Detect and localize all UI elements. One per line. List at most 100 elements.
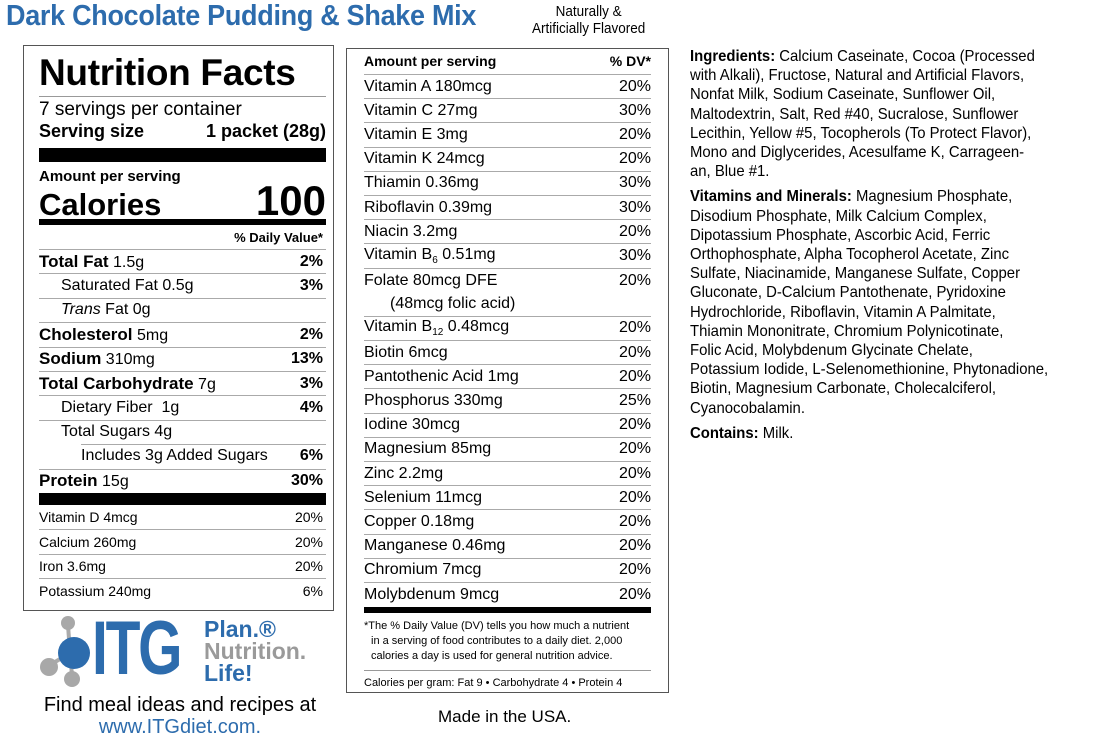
supplement-name-text: Molybdenum 9mcg <box>364 585 500 603</box>
supplement-dv: 20% <box>618 343 651 361</box>
serving-size-row: Serving size 1 packet (28g) <box>39 121 326 142</box>
nutrient-dv: 3% <box>299 277 323 295</box>
supplement-dv: 20% <box>618 440 651 458</box>
nutrient-dv: 3% <box>299 374 323 392</box>
supplement-name-text: Folate 80mcg DFE <box>364 271 498 289</box>
nutrient-amount: 4g <box>154 423 173 441</box>
logo-tagline: Plan.® Nutrition. Life! <box>204 616 306 686</box>
nutrient-row: Dietary Fiber 1g 4% <box>39 395 326 419</box>
supplement-dv: 25% <box>618 392 651 410</box>
text-line: with Alkali), Fructose, Natural and Arti… <box>690 66 1048 85</box>
nutrient-row: Total Fat 1.5g 2% <box>39 249 326 273</box>
text-line: Thiamin Mononitrate, Chromium Polynicoti… <box>690 322 1048 341</box>
text-line: an, Blue #1. <box>690 162 1048 181</box>
nutrient-amount: 7g <box>198 375 216 393</box>
supplement-name: Thiamin 0.36mg <box>364 174 479 192</box>
vitamin-name: Vitamin D 4mcg <box>39 509 138 526</box>
supplement-name-text: Selenium 11mcg <box>364 488 482 506</box>
text-line: Folic Acid, Molybdenum Glycinate Chelate… <box>690 341 1048 360</box>
nutrient-list: Total Fat 1.5g 2% Saturated Fat 0.5g 3% Tran… <box>39 249 326 493</box>
nutrient-name: Total Fat <box>39 251 109 271</box>
calories-label: Calories <box>39 187 162 222</box>
vitamin-dv: 6% <box>302 582 323 599</box>
vitamin-dv: 20% <box>294 509 323 526</box>
nutrient-dv: 4% <box>299 399 323 417</box>
supplement-name-text: Copper 0.18mg <box>364 512 475 530</box>
supplement-header: Amount per serving % DV* <box>364 49 651 74</box>
nutrient-label: Total Carbohydrate 7g <box>39 374 216 394</box>
nutrient-name: Sodium <box>39 349 102 369</box>
nutrient-label: Total Fat 1.5g <box>39 252 144 272</box>
text-line: Biotin, Magnesium Carbonate, Cholecalcif… <box>690 379 1048 398</box>
supplement-name-text: Niacin 3.2mg <box>364 222 458 240</box>
supplement-name: Vitamin A 180mcg <box>364 78 492 96</box>
text-line: Dipotassium Phosphate, Ascorbic Acid, Fe… <box>690 226 1048 245</box>
vitamin-row: Iron 3.6mg 20% <box>39 553 326 578</box>
supplement-panel: Amount per serving % DV* Vitamin A 180mc… <box>346 48 669 693</box>
supplement-dv: 20% <box>618 512 651 530</box>
vitamins-minerals-text: Biotin, Magnesium Carbonate, Cholecalcif… <box>690 380 997 398</box>
supplement-dv: 30% <box>618 246 651 264</box>
made-in-usa: Made in the USA. <box>438 707 572 726</box>
text-line: Hydrochloride, Riboflavin, Vitamin A Pal… <box>690 303 1048 322</box>
supplement-row: Vitamin B6 0.51mg 30% <box>364 243 651 267</box>
nutrient-amount: 1g <box>157 399 180 417</box>
nutrient-label: Trans Fat 0g <box>39 301 151 319</box>
nutrient-name: Total Carbohydrate <box>39 373 194 393</box>
supplement-name: Pantothenic Acid 1mg <box>364 368 519 386</box>
supplement-name-text: Magnesium 85mg <box>364 440 492 458</box>
amount-per-serving: Amount per serving <box>39 168 181 185</box>
supplement-dv: 20% <box>618 125 651 143</box>
supplement-row: Vitamin K 24mcg 20% <box>364 146 651 171</box>
text-line: Potassium Iodide, L-Selenomethionine, Ph… <box>690 360 1048 379</box>
molecule-icon <box>40 616 90 687</box>
supplement-name-text: Zinc 2.2mg <box>364 464 444 482</box>
vitamins-minerals-text: Dipotassium Phosphate, Ascorbic Acid, Fe… <box>690 226 991 244</box>
supplement-name: Vitamin B12 0.48mcg <box>364 318 509 338</box>
nutrient-row: Sodium 310mg 13% <box>39 346 326 371</box>
nutrition-facts-panel: Nutrition Facts 7 servings per container… <box>23 45 334 611</box>
nutrient-dv: 2% <box>299 252 323 270</box>
text-line: Lecithin, Yellow #5, Tocopherols (To Pro… <box>690 124 1048 143</box>
thick-divider <box>364 607 651 614</box>
ingredients-block: Ingredients: Calcium Caseinate, Cocoa (P… <box>690 47 1048 449</box>
ingredients-label: Ingredients: <box>690 48 776 65</box>
nutrient-amount: Fat 0g <box>105 301 151 319</box>
supplement-name-text: Pantothenic Acid 1mg <box>364 367 519 385</box>
supplement-row: Pantothenic Acid 1mg 20% <box>364 364 651 388</box>
nutrient-row: Saturated Fat 0.5g 3% <box>39 273 326 297</box>
vitamin-name: Iron 3.6mg <box>39 558 106 575</box>
nutrient-dv: 13% <box>290 350 323 368</box>
logo-brand: ITG <box>92 606 182 691</box>
supplement-name: Chromium 7mcg <box>364 561 481 579</box>
tagline-life: Life! <box>204 660 253 686</box>
vitamin-row: Vitamin D 4mcg 20% <box>39 505 326 529</box>
nutrient-row: Total Sugars 4g <box>39 419 326 444</box>
supplement-dv: 20% <box>618 367 651 385</box>
supplement-amount: 0.48mcg <box>443 318 510 336</box>
daily-value-header: % Daily Value* <box>234 230 323 245</box>
product-title: Dark Chocolate Pudding & Shake Mix <box>6 0 477 32</box>
calories-value: 100 <box>255 177 326 224</box>
ingredients-text: Nonfat Milk, Sodium Caseinate, Sunflower… <box>690 86 996 104</box>
supplement-name-text: Iodine 30mcg <box>364 416 461 434</box>
text-line: Maltodextrin, Salt, Red #40, Sucralose, … <box>690 105 1048 124</box>
ingredients-text: Lecithin, Yellow #5, Tocopherols (To Pro… <box>690 124 1032 142</box>
supplement-name-text: Vitamin B <box>364 318 433 336</box>
nutrient-name: Dietary Fiber <box>61 399 153 417</box>
website-link[interactable]: www.ITGdiet.com. <box>98 716 262 738</box>
text-line: Nonfat Milk, Sodium Caseinate, Sunflower… <box>690 85 1048 104</box>
supplement-dv: 20% <box>618 271 651 289</box>
tagline-plan: Plan.® <box>204 616 276 642</box>
supplement-name: Molybdenum 9mcg <box>364 586 499 604</box>
supplement-name-text: Vitamin K 24mcg <box>364 150 485 168</box>
nutrient-dv: 30% <box>290 472 323 490</box>
supplement-name: Magnesium 85mg <box>364 440 491 458</box>
ingredients-paragraph: Ingredients: Calcium Caseinate, Cocoa (P… <box>690 47 1048 181</box>
vitamin-list: Vitamin D 4mcg 20% Calcium 260mg 20% Iron 3.… <box>39 505 326 603</box>
flavor-line-2: Artificially Flavored <box>532 20 646 37</box>
supplement-row: Copper 0.18mg 20% <box>364 509 651 533</box>
nutrient-label: Total Sugars 4g <box>39 423 172 441</box>
vitamin-name: Calcium 260mg <box>39 533 137 550</box>
nutrient-row: Includes 3g Added Sugars 6% <box>39 444 326 469</box>
